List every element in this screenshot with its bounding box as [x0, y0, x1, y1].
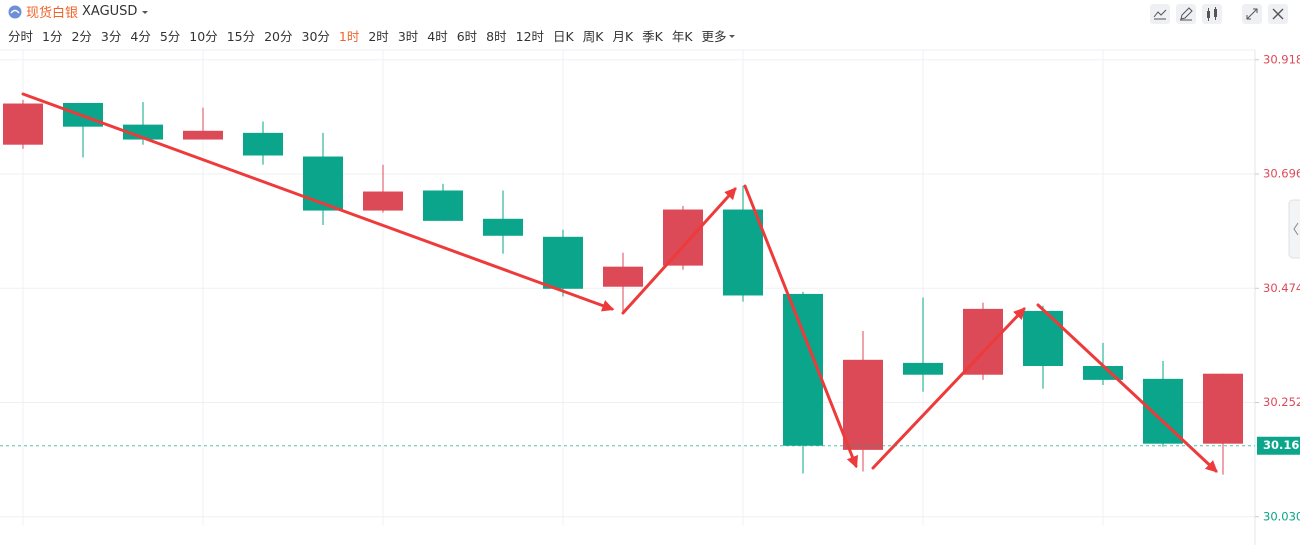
y-tick-label: 30.030 [1263, 509, 1300, 523]
candle-body [303, 156, 343, 211]
candle-body [543, 236, 583, 289]
spacer [1228, 4, 1236, 24]
collapse-icon[interactable] [1293, 222, 1299, 236]
draw-button[interactable] [1176, 4, 1196, 24]
timeframe[interactable]: 季K [642, 29, 663, 44]
y-tick-label: 30.696 [1263, 167, 1300, 181]
timeframe[interactable]: 8时 [486, 29, 507, 44]
annotation-arrows [21, 92, 1218, 473]
arrow [743, 184, 859, 469]
timeframe[interactable]: 分时 [8, 29, 34, 44]
candle-body [963, 308, 1003, 375]
candle-button[interactable] [1202, 4, 1222, 24]
candle-body [363, 191, 403, 211]
symbol-title[interactable]: 现货白银 XAGUSD [8, 2, 149, 21]
candle-body [243, 132, 283, 156]
tool-icons [1150, 4, 1288, 24]
timeframe[interactable]: 2分 [71, 29, 92, 44]
timeframe[interactable]: 10分 [189, 29, 218, 44]
candle-body [1203, 373, 1243, 444]
last-price-box [1257, 436, 1300, 455]
arrow [1036, 303, 1218, 473]
candle-body [3, 103, 43, 145]
timeframe[interactable]: 4时 [427, 29, 448, 44]
symbol-icon [8, 5, 22, 18]
candle-body [603, 266, 643, 287]
symbol[interactable]: XAGUSD [82, 4, 138, 19]
candle-body [723, 209, 763, 296]
candle-body [483, 218, 523, 236]
candle-body [123, 124, 163, 140]
indicator-button[interactable] [1150, 4, 1170, 24]
candle-body [903, 362, 943, 375]
timeframe[interactable]: 年K [671, 29, 693, 44]
toolbar: 现货白银 XAGUSD 分时 1分 2分 3分 4分 5分 10分 15分 20分 30分 1时 2时… [0, 0, 1300, 50]
timeframe[interactable]: 1时 [338, 29, 360, 44]
candle-body [183, 130, 223, 140]
timeframe[interactable]: 月K [612, 29, 634, 44]
more-caret [728, 35, 735, 38]
caret [142, 10, 149, 14]
arrow [21, 92, 615, 312]
grid [0, 50, 1255, 525]
collapse-tab[interactable] [1288, 199, 1300, 259]
timeframe[interactable]: 12时 [515, 29, 545, 44]
candle-body [843, 359, 883, 450]
timeframe[interactable]: 30分 [301, 29, 330, 44]
y-tick-label: 30.918 [1263, 52, 1300, 66]
arrow [621, 187, 737, 315]
candles [3, 99, 1243, 475]
close-button[interactable] [1268, 4, 1288, 24]
timeframe[interactable]: 4分 [130, 29, 151, 44]
timeframe[interactable]: 更多 [701, 29, 727, 44]
timeframe[interactable]: 6时 [456, 29, 478, 44]
last-price-label: 30.168 [1263, 438, 1300, 452]
timeframe[interactable]: 20分 [264, 29, 293, 44]
arrow [871, 307, 1026, 470]
timeframe[interactable]: 3时 [397, 29, 419, 44]
timeframes: 分时 1分 2分 3分 4分 5分 10分 15分 20分 30分 1时 2时 3时 4时 6时 8时 12时日… [8, 26, 736, 45]
timeframe[interactable]: 2时 [368, 29, 389, 44]
candle-body [663, 209, 703, 266]
candle-body [423, 190, 463, 221]
y-tick-label: 30.252 [1263, 395, 1300, 409]
timeframe[interactable]: 3分 [100, 29, 122, 44]
timeframe[interactable]: 15分 [226, 29, 256, 44]
timeframe[interactable]: 日K [553, 29, 574, 44]
fullscreen-button[interactable] [1242, 4, 1262, 24]
timeframe[interactable]: 周K [582, 29, 604, 44]
y-tick-label: 30.474 [1263, 281, 1300, 295]
timeframe[interactable]: 1分 [42, 29, 63, 44]
timeframe[interactable]: 5分 [159, 29, 181, 44]
y-axis: 30.918 30.696 30.474 30.252 30.030 30.168 [0, 52, 1300, 523]
candle-body [1023, 310, 1063, 366]
title[interactable]: 现货白银 [26, 6, 79, 21]
